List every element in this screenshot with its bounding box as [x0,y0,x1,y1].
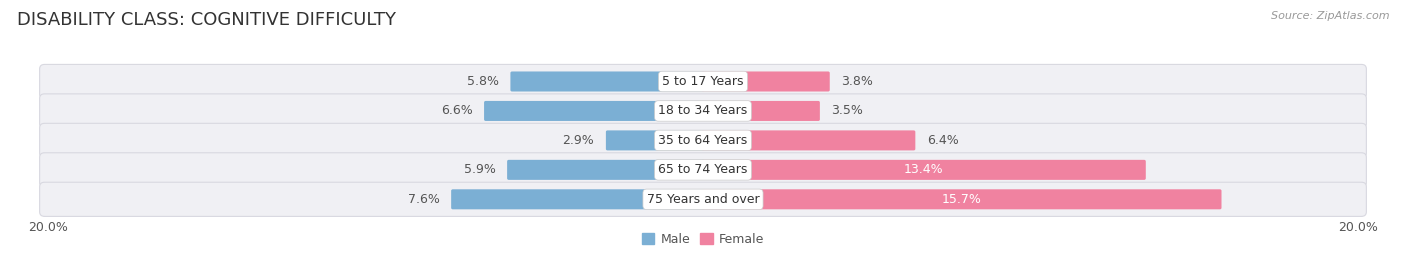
FancyBboxPatch shape [39,123,1367,157]
Text: 3.8%: 3.8% [841,75,873,88]
Text: 5 to 17 Years: 5 to 17 Years [662,75,744,88]
Text: 2.9%: 2.9% [562,134,595,147]
Text: 6.6%: 6.6% [441,104,472,117]
Text: 5.9%: 5.9% [464,163,495,176]
FancyBboxPatch shape [606,130,704,150]
FancyBboxPatch shape [702,189,1222,209]
Text: 3.5%: 3.5% [831,104,863,117]
Text: 6.4%: 6.4% [927,134,959,147]
Text: 5.8%: 5.8% [467,75,499,88]
Text: Source: ZipAtlas.com: Source: ZipAtlas.com [1271,11,1389,21]
FancyBboxPatch shape [702,160,1146,180]
Text: 35 to 64 Years: 35 to 64 Years [658,134,748,147]
Legend: Male, Female: Male, Female [637,228,769,251]
FancyBboxPatch shape [39,153,1367,187]
FancyBboxPatch shape [451,189,704,209]
Text: 13.4%: 13.4% [904,163,943,176]
Text: 20.0%: 20.0% [1339,221,1378,234]
Text: 7.6%: 7.6% [408,193,440,206]
FancyBboxPatch shape [39,94,1367,128]
FancyBboxPatch shape [484,101,704,121]
FancyBboxPatch shape [39,65,1367,99]
FancyBboxPatch shape [702,72,830,92]
Text: 18 to 34 Years: 18 to 34 Years [658,104,748,117]
FancyBboxPatch shape [702,101,820,121]
FancyBboxPatch shape [702,130,915,150]
Text: DISABILITY CLASS: COGNITIVE DIFFICULTY: DISABILITY CLASS: COGNITIVE DIFFICULTY [17,11,396,29]
Text: 65 to 74 Years: 65 to 74 Years [658,163,748,176]
FancyBboxPatch shape [508,160,704,180]
FancyBboxPatch shape [39,182,1367,216]
Text: 15.7%: 15.7% [942,193,981,206]
FancyBboxPatch shape [510,72,704,92]
Text: 75 Years and over: 75 Years and over [647,193,759,206]
Text: 20.0%: 20.0% [28,221,67,234]
